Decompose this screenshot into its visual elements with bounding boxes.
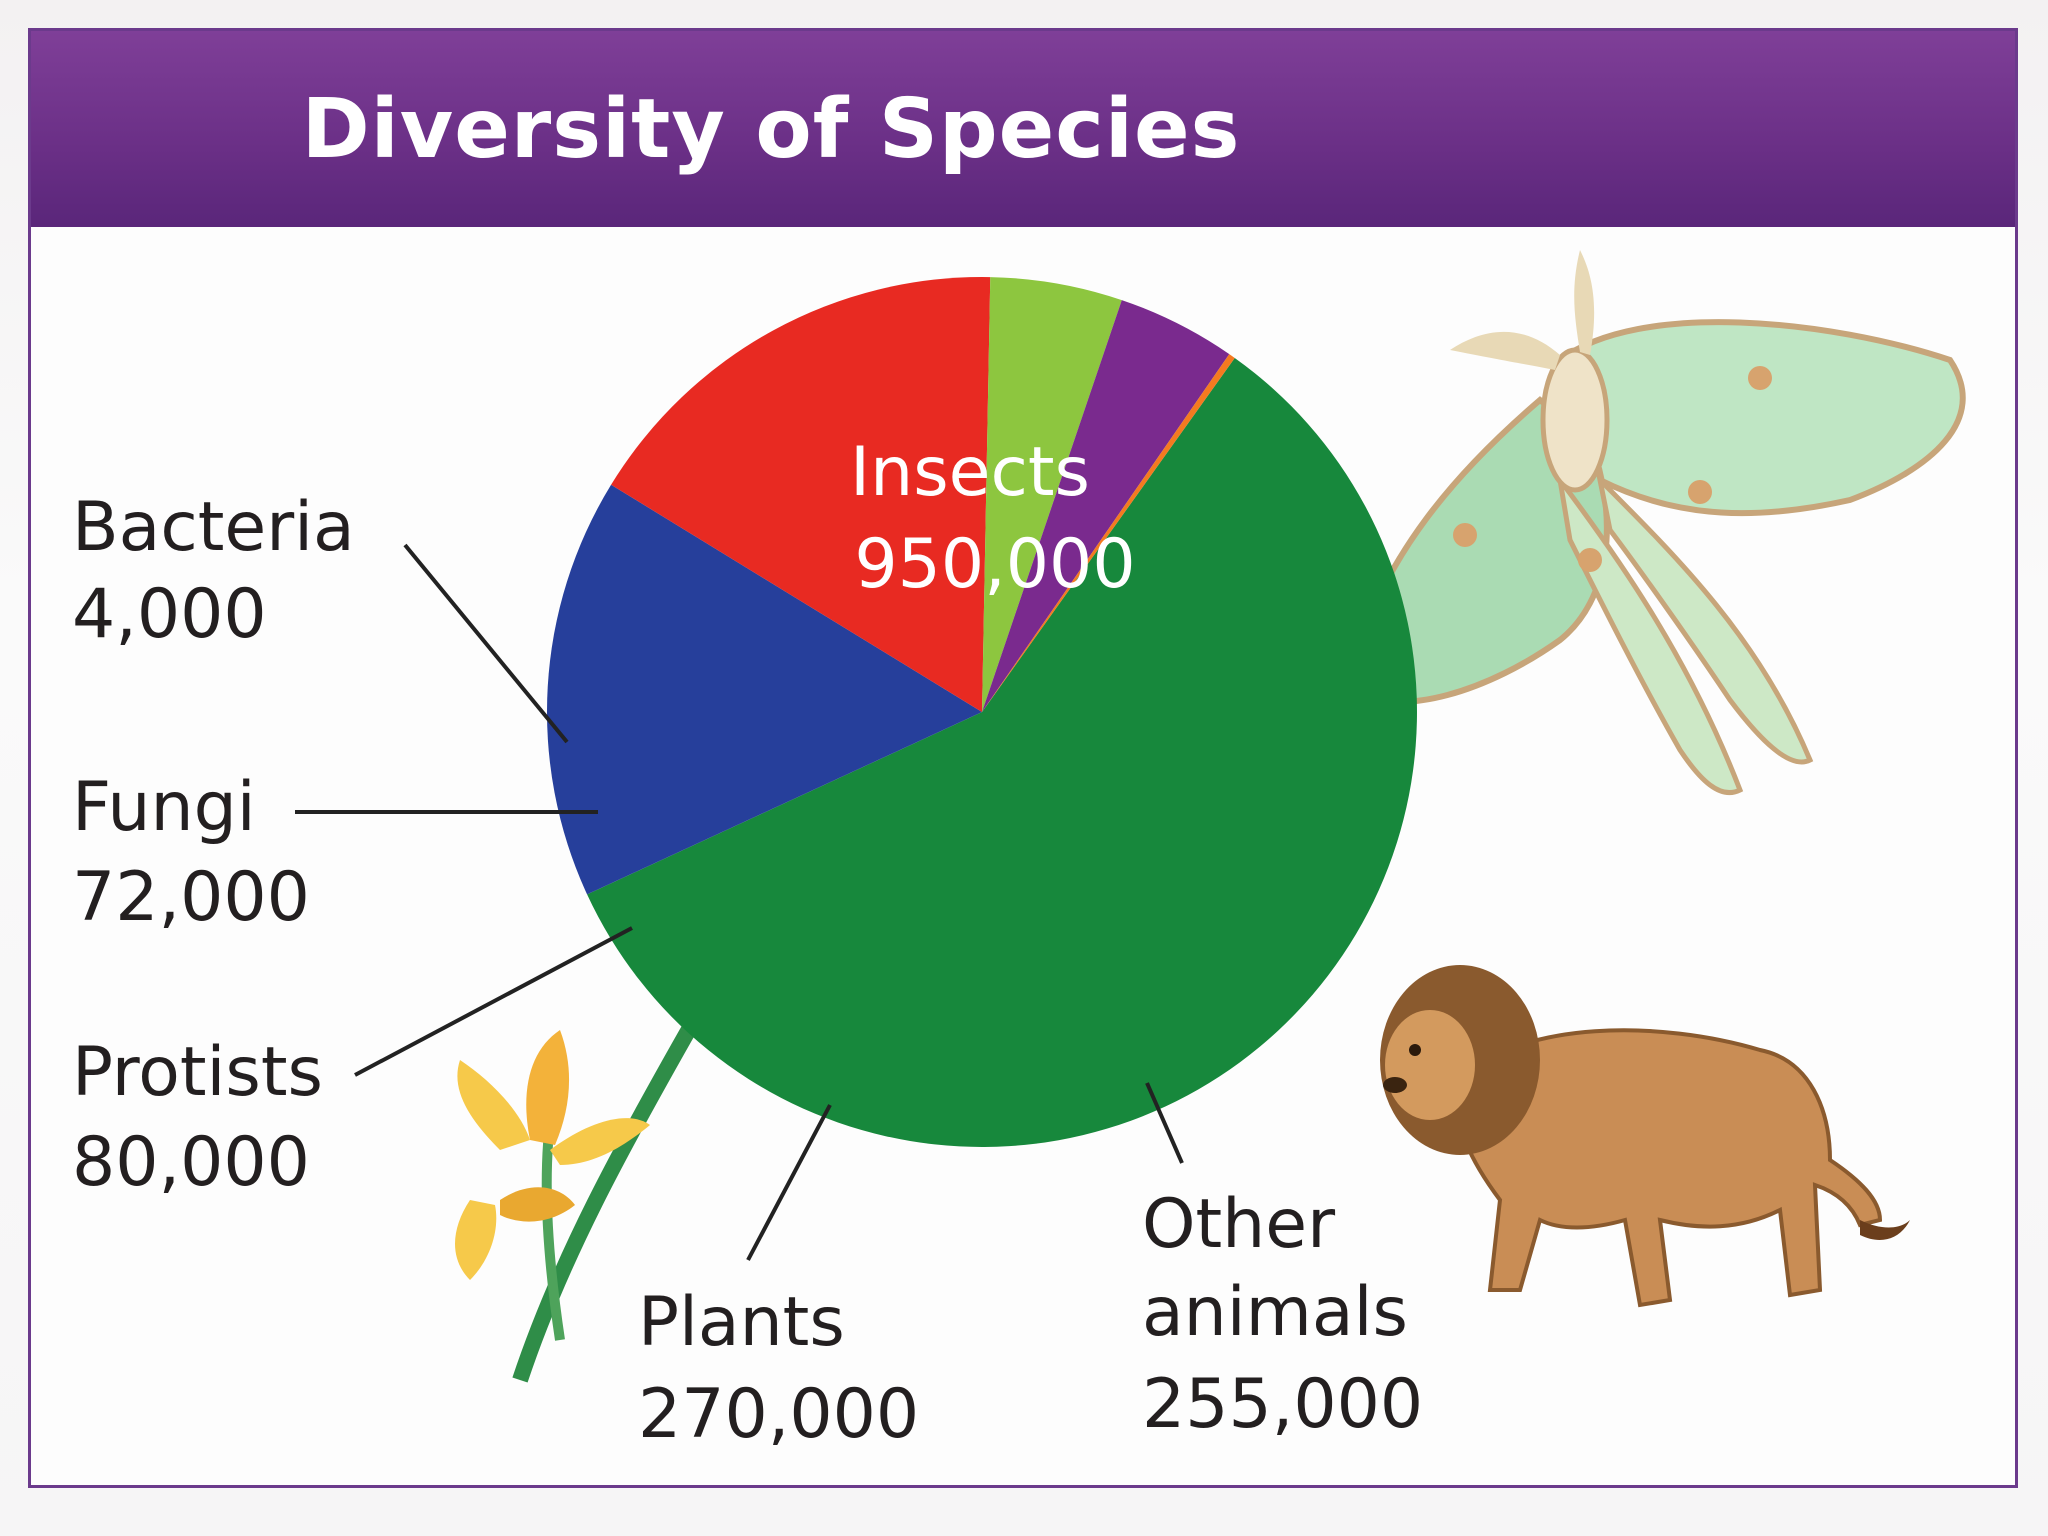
- pie-slices: [546, 277, 1417, 1147]
- plants-leader-line: [746, 1104, 832, 1261]
- other-animals-label-line2: animals: [1142, 1273, 1408, 1352]
- fungi-label: Fungi: [72, 768, 256, 847]
- other-animals-leader-line: [1145, 1082, 1184, 1164]
- lion-illustration: [1380, 965, 1910, 1308]
- chart-title: Diversity of Species: [301, 81, 1241, 177]
- pie-slice-other-animals: [546, 484, 982, 895]
- plants-label: Plants: [638, 1283, 845, 1362]
- fungi-value: 72,000: [72, 858, 310, 937]
- iris-flower-illustration: [455, 1006, 707, 1383]
- plants-value: 270,000: [638, 1375, 919, 1454]
- leader-lines: [295, 543, 1184, 1261]
- title-banner: [31, 31, 2015, 227]
- protists-value: 80,000: [72, 1123, 310, 1202]
- other-animals-value: 255,000: [1142, 1365, 1423, 1444]
- pie-slice-plants: [611, 277, 991, 712]
- pie-slice-bacteria: [982, 354, 1235, 712]
- pie-slice-protists: [982, 277, 1122, 712]
- other-animals-label-line1: Other: [1142, 1185, 1335, 1264]
- protists-label: Protists: [72, 1033, 323, 1112]
- slice-labels: Insects 950,000 Bacteria 4,000 Fungi 72,…: [72, 433, 1423, 1454]
- pie-slice-insects: [587, 357, 1417, 1147]
- moth-illustration: [1346, 250, 1966, 796]
- protists-leader-line: [354, 926, 633, 1077]
- insects-label: Insects: [850, 433, 1090, 512]
- insects-value: 950,000: [854, 525, 1135, 604]
- bacteria-label: Bacteria: [72, 488, 355, 567]
- bacteria-leader-line: [403, 543, 569, 744]
- bacteria-value: 4,000: [72, 575, 267, 654]
- pie-slice-fungi: [982, 300, 1230, 712]
